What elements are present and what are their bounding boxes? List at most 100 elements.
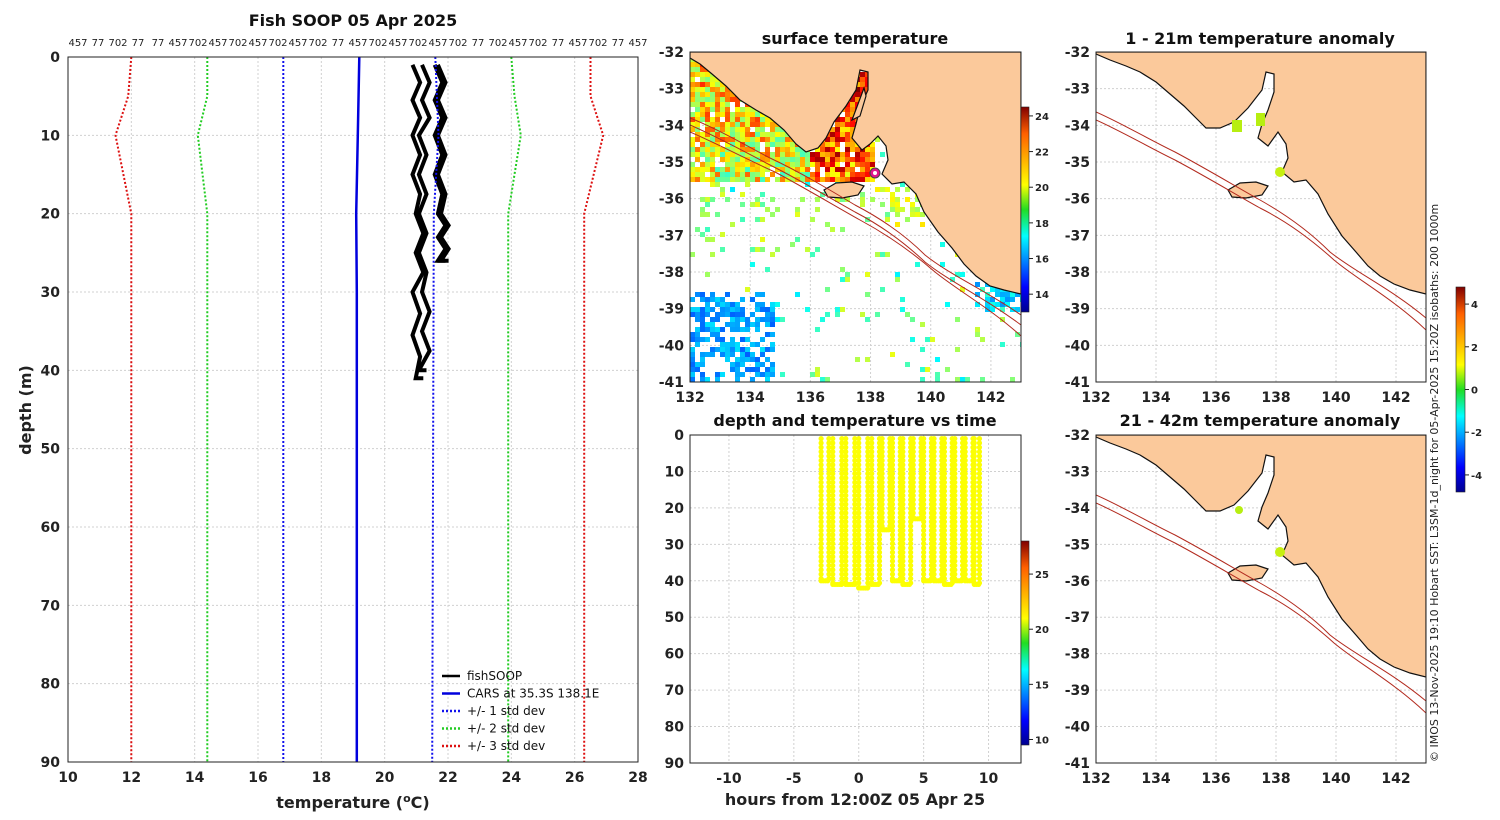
timeseries-point bbox=[843, 479, 849, 485]
sst-pixel bbox=[860, 192, 865, 197]
sst-pixel bbox=[770, 342, 775, 347]
sst-pixel bbox=[825, 177, 830, 182]
sst-pixel bbox=[875, 312, 880, 317]
sst-pixel bbox=[805, 172, 810, 177]
timeseries-point bbox=[830, 545, 836, 551]
timeseries-point bbox=[869, 514, 875, 520]
sst-pixel bbox=[865, 292, 870, 297]
sst-pixel bbox=[910, 207, 915, 212]
timeseries-point bbox=[962, 488, 968, 494]
sst-pixel bbox=[745, 322, 750, 327]
sst-colorbar-label: 24 bbox=[1035, 112, 1049, 123]
sst-pixel bbox=[700, 377, 705, 382]
sst-pixel bbox=[695, 107, 700, 112]
timeseries-point bbox=[843, 523, 849, 529]
timeseries-point bbox=[962, 444, 968, 450]
sst-pixel bbox=[770, 332, 775, 337]
sst-pixel bbox=[725, 157, 730, 162]
sst-pixel bbox=[705, 77, 710, 82]
timeseries-point bbox=[952, 444, 958, 450]
timeseries-point bbox=[843, 436, 849, 442]
timeseries-point bbox=[839, 449, 845, 455]
timeseries-point bbox=[865, 440, 871, 446]
timeseries-point bbox=[900, 488, 906, 494]
timeseries-point bbox=[818, 501, 824, 507]
timeseries-point bbox=[839, 523, 845, 529]
timeseries-point bbox=[818, 567, 824, 573]
sst-pixel bbox=[735, 342, 740, 347]
sst-pixel bbox=[900, 207, 905, 212]
timeseries-point bbox=[941, 457, 948, 464]
timeseries-point bbox=[941, 510, 948, 516]
sst-pixel bbox=[725, 357, 730, 362]
sst-pixel bbox=[1000, 302, 1005, 307]
timeseries-point bbox=[952, 523, 958, 529]
sst-pixel bbox=[760, 122, 765, 127]
profile-top-axis-label: 77 bbox=[132, 38, 145, 49]
sst-pixel bbox=[755, 342, 760, 347]
sst-pixel bbox=[1010, 297, 1015, 302]
sst-pixel bbox=[695, 292, 700, 297]
timeseries-point bbox=[865, 471, 871, 477]
timeseries-point bbox=[826, 571, 832, 577]
sst-pixel bbox=[875, 252, 880, 257]
sst-pixel bbox=[760, 317, 765, 322]
timeseries-point bbox=[826, 501, 832, 507]
sst-pixel bbox=[700, 372, 705, 377]
sst-pixel bbox=[705, 327, 710, 332]
sst-pixel bbox=[750, 322, 755, 327]
timeseries-point bbox=[971, 575, 977, 582]
timeseries-point bbox=[931, 444, 937, 450]
sst-pixel bbox=[720, 157, 725, 162]
timeseries-point bbox=[830, 492, 836, 499]
timeseries-point bbox=[843, 488, 849, 494]
timeseries-point bbox=[900, 506, 906, 512]
sst-pixel bbox=[885, 187, 890, 192]
timeseries-point bbox=[900, 567, 906, 573]
timeseries-point bbox=[818, 532, 824, 538]
sst-pixel bbox=[755, 162, 760, 167]
sst-pixel bbox=[780, 172, 785, 177]
timeseries-point bbox=[908, 571, 914, 577]
timeseries-point bbox=[879, 471, 885, 477]
timeseries-point bbox=[856, 541, 862, 547]
timeseries-point bbox=[931, 532, 937, 538]
timeseries-point bbox=[971, 558, 977, 564]
timeseries-point bbox=[921, 514, 927, 520]
sst-y-tick-label: -32 bbox=[659, 45, 684, 61]
timeseries-point bbox=[900, 444, 906, 450]
sst-pixel bbox=[795, 162, 800, 167]
timeseries-point bbox=[941, 532, 948, 538]
profile-y-tick-label: 60 bbox=[41, 520, 61, 536]
sst-pixel bbox=[775, 137, 780, 142]
sst-pixel bbox=[770, 312, 775, 317]
sst-pixel bbox=[715, 82, 720, 87]
sst-pixel bbox=[690, 312, 695, 317]
sst-pixel bbox=[735, 132, 740, 137]
timeseries-point bbox=[971, 462, 977, 468]
timeseries-point bbox=[839, 462, 845, 468]
timeseries-point bbox=[865, 457, 871, 464]
sst-pixel bbox=[710, 172, 715, 177]
sst-pixel bbox=[760, 202, 765, 207]
timeseries-point bbox=[818, 436, 824, 442]
timeseries-point bbox=[856, 514, 862, 520]
timeseries-point bbox=[941, 571, 948, 577]
timeseries-point bbox=[826, 510, 832, 516]
timeseries-point bbox=[908, 536, 914, 542]
sst-pixel bbox=[765, 147, 770, 152]
timeseries-point bbox=[941, 497, 948, 503]
anomaly2-land bbox=[1096, 435, 1426, 678]
sst-pixel bbox=[1005, 292, 1010, 297]
timeseries-point bbox=[889, 501, 896, 507]
sst-pixel bbox=[820, 177, 825, 182]
sst-pixel bbox=[760, 167, 765, 172]
timeseries-point bbox=[869, 449, 875, 455]
sst-pixel bbox=[945, 367, 950, 372]
sst-y-tick-label: -35 bbox=[659, 155, 684, 171]
timeseries-point bbox=[889, 462, 896, 468]
sst-pixel bbox=[785, 152, 790, 157]
timeseries-point bbox=[900, 457, 906, 464]
sst-y-tick-label: -37 bbox=[659, 228, 684, 244]
